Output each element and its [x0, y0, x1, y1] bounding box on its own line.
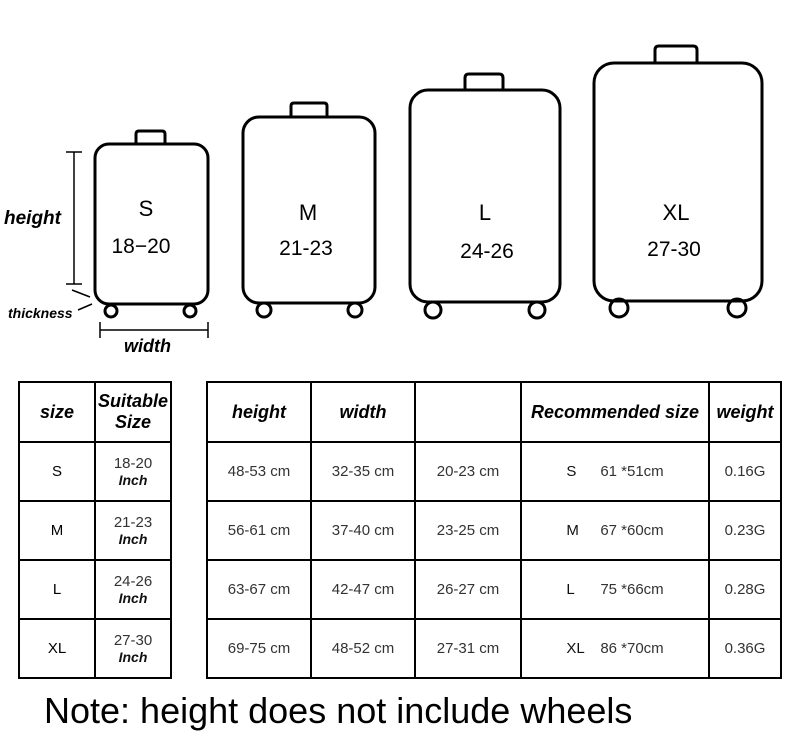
- suitable-range: 24-26: [113, 572, 153, 590]
- suitable-range: 21-23: [113, 513, 153, 531]
- suitable-size-cell: 21-23 Inch: [94, 500, 172, 561]
- table-row: L 24-26 Inch: [18, 559, 172, 620]
- recommended-size-cell: XL 86 *70cm: [520, 618, 710, 679]
- size-cell: L: [18, 559, 96, 620]
- width-label: width: [124, 336, 171, 356]
- recommended-size-code: XL: [566, 640, 585, 657]
- suitable-unit: Inch: [118, 530, 148, 547]
- depth-cell: 26-27 cm: [414, 559, 522, 620]
- suitable-size-cell: 27-30 Inch: [94, 618, 172, 679]
- recommended-size-code: L: [566, 581, 575, 598]
- dimensions-table-header: height width Recommended size weight: [206, 381, 782, 443]
- recommended-size-cell: S 61 *51cm: [520, 441, 710, 502]
- suitcase-s-icon: [93, 129, 210, 319]
- suitable-size-cell: 18-20 Inch: [94, 441, 172, 502]
- suitcase-s-size: S: [138, 196, 154, 221]
- height-cell: 56-61 cm: [206, 500, 312, 561]
- height-dimension-icon: [66, 151, 82, 285]
- recommended-size-cell: M 67 *60cm: [520, 500, 710, 561]
- recommended-size-cell: L 75 *66cm: [520, 559, 710, 620]
- suitcase-xl-icon: [592, 44, 764, 319]
- wheels-note: Note: height does not include wheels: [44, 690, 633, 731]
- depth-cell: 20-23 cm: [414, 441, 522, 502]
- suitable-unit: Inch: [118, 471, 148, 488]
- suitable-unit: Inch: [118, 589, 148, 606]
- recommended-size-dims: 61 *51cm: [600, 463, 664, 480]
- suitcase-l-range: 24-26: [460, 240, 514, 263]
- suitable-unit: Inch: [118, 648, 148, 665]
- weight-cell: 0.36G: [708, 618, 782, 679]
- table-row: S 18-20 Inch: [18, 441, 172, 502]
- width-cell: 32-35 cm: [310, 441, 416, 502]
- size-table-header: size Suitable Size: [18, 381, 172, 443]
- height-label: height: [4, 208, 61, 229]
- size-cell: M: [18, 500, 96, 561]
- thickness-pointer-icon: [71, 289, 93, 311]
- size-table: size Suitable Size S 18-20 Inch M 21-23 …: [18, 381, 172, 679]
- recommended-size-dims: 67 *60cm: [600, 522, 664, 539]
- table-row: M 21-23 Inch: [18, 500, 172, 561]
- height-cell: 63-67 cm: [206, 559, 312, 620]
- suitcase-m-size: M: [298, 200, 318, 225]
- suitcase-l-icon: [408, 72, 562, 320]
- suitcase-xl-range: 27-30: [647, 238, 701, 261]
- suitcase-s-range: 18−20: [111, 235, 171, 258]
- width-dimension-icon: [99, 322, 209, 338]
- header-weight: weight: [708, 381, 782, 443]
- weight-cell: 0.23G: [708, 500, 782, 561]
- table-row: 63-67 cm 42-47 cm 26-27 cm L 75 *66cm 0.2…: [206, 559, 782, 620]
- recommended-size-code: M: [566, 522, 579, 539]
- suitable-size-cell: 24-26 Inch: [94, 559, 172, 620]
- recommended-size-dims: 75 *66cm: [600, 581, 664, 598]
- table-row: 69-75 cm 48-52 cm 27-31 cm XL 86 *70cm 0.…: [206, 618, 782, 679]
- header-blank: [414, 381, 522, 443]
- suitable-range: 18-20: [113, 454, 153, 472]
- width-cell: 37-40 cm: [310, 500, 416, 561]
- suitcase-m-range: 21-23: [279, 237, 333, 260]
- table-row: 48-53 cm 32-35 cm 20-23 cm S 61 *51cm 0.1…: [206, 441, 782, 502]
- weight-cell: 0.28G: [708, 559, 782, 620]
- suitcase-l-size: L: [478, 200, 492, 225]
- table-row: 56-61 cm 37-40 cm 23-25 cm M 67 *60cm 0.2…: [206, 500, 782, 561]
- suitcase-drawing: [66, 44, 764, 338]
- header-suitable-line2: Size: [114, 412, 152, 432]
- width-cell: 48-52 cm: [310, 618, 416, 679]
- header-suitable-line1: Suitable: [97, 391, 168, 411]
- width-cell: 42-47 cm: [310, 559, 416, 620]
- header-width: width: [310, 381, 416, 443]
- suitable-range: 27-30: [113, 631, 153, 649]
- table-row: XL 27-30 Inch: [18, 618, 172, 679]
- height-cell: 69-75 cm: [206, 618, 312, 679]
- suitcase-illustrations: height thickness width S 18−20 M 21-23 L…: [0, 0, 800, 370]
- header-size: size: [18, 381, 96, 443]
- weight-cell: 0.16G: [708, 441, 782, 502]
- dimensions-table: height width Recommended size weight 48-…: [206, 381, 782, 679]
- height-cell: 48-53 cm: [206, 441, 312, 502]
- size-cell: S: [18, 441, 96, 502]
- depth-cell: 23-25 cm: [414, 500, 522, 561]
- thickness-label: thickness: [8, 305, 73, 321]
- suitcase-m-icon: [241, 101, 377, 319]
- recommended-size-code: S: [566, 463, 577, 480]
- suitcase-xl-size: XL: [662, 200, 690, 225]
- depth-cell: 27-31 cm: [414, 618, 522, 679]
- recommended-size-dims: 86 *70cm: [600, 640, 664, 657]
- header-suitable-size: Suitable Size: [94, 381, 172, 443]
- header-recommended-size: Recommended size: [520, 381, 710, 443]
- header-height: height: [206, 381, 312, 443]
- size-cell: XL: [18, 618, 96, 679]
